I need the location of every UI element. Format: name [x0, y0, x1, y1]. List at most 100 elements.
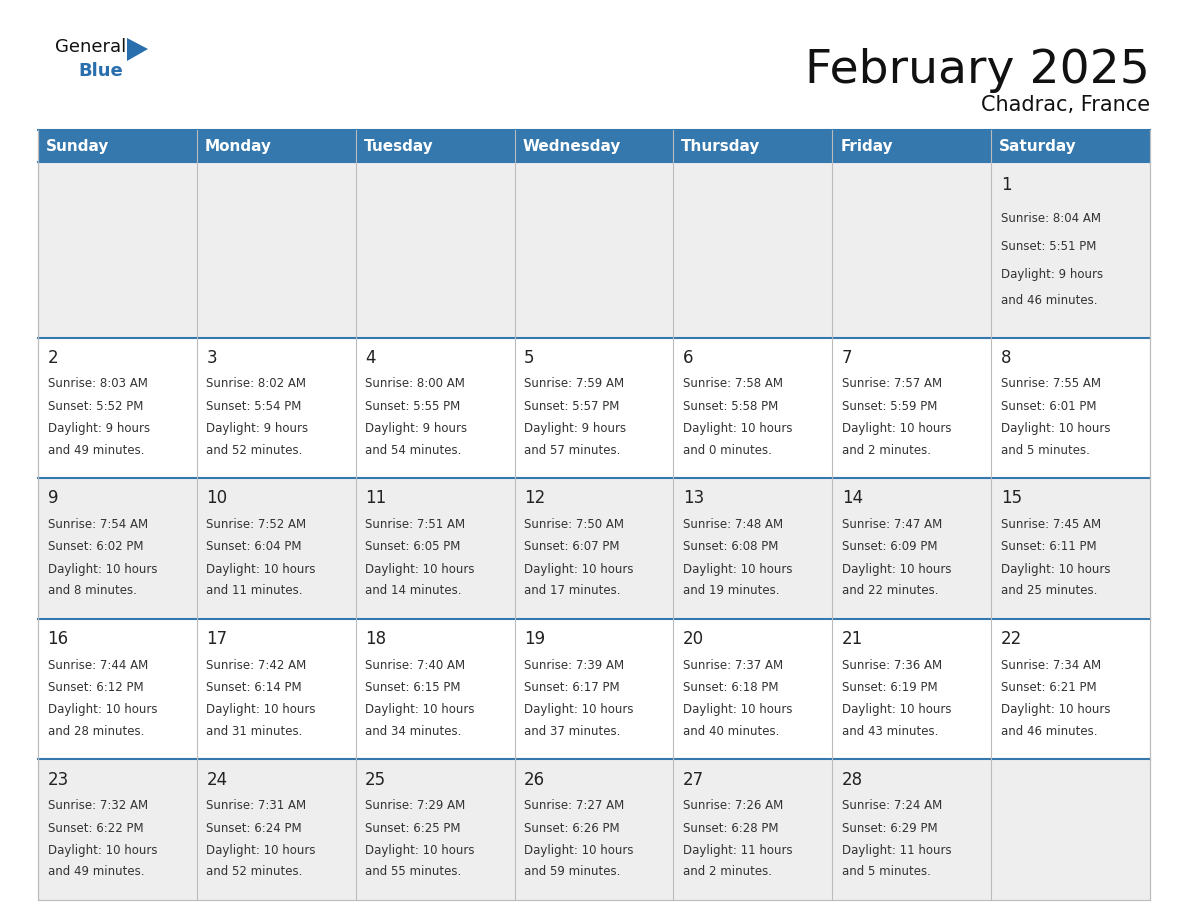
Text: Sunrise: 7:37 AM: Sunrise: 7:37 AM [683, 658, 783, 672]
Bar [674, 478, 833, 619]
Bar [197, 338, 355, 478]
Text: Sunset: 6:29 PM: Sunset: 6:29 PM [842, 822, 937, 834]
Bar [514, 619, 674, 759]
Bar [355, 478, 514, 619]
Text: 3: 3 [207, 349, 217, 367]
Text: Daylight: 10 hours: Daylight: 10 hours [207, 703, 316, 716]
Text: Sunrise: 7:48 AM: Sunrise: 7:48 AM [683, 518, 783, 531]
Bar [674, 338, 833, 478]
Text: 18: 18 [365, 630, 386, 648]
Text: and 28 minutes.: and 28 minutes. [48, 725, 144, 738]
Text: Daylight: 10 hours: Daylight: 10 hours [524, 703, 633, 716]
Text: Sunrise: 7:51 AM: Sunrise: 7:51 AM [365, 518, 466, 531]
Bar [197, 130, 355, 162]
Text: Sunset: 6:21 PM: Sunset: 6:21 PM [1000, 681, 1097, 694]
Text: 6: 6 [683, 349, 694, 367]
Text: and 43 minutes.: and 43 minutes. [842, 725, 939, 738]
Text: Sunrise: 7:54 AM: Sunrise: 7:54 AM [48, 518, 147, 531]
Text: Sunrise: 7:36 AM: Sunrise: 7:36 AM [842, 658, 942, 672]
Text: and 14 minutes.: and 14 minutes. [365, 584, 462, 598]
Text: Sunset: 6:24 PM: Sunset: 6:24 PM [207, 822, 302, 834]
Text: Wednesday: Wednesday [523, 139, 621, 153]
Text: 8: 8 [1000, 349, 1011, 367]
Text: Sunset: 5:59 PM: Sunset: 5:59 PM [842, 400, 937, 413]
Bar [833, 759, 991, 900]
Text: Sunset: 5:57 PM: Sunset: 5:57 PM [524, 400, 619, 413]
Text: and 49 minutes.: and 49 minutes. [48, 443, 144, 456]
Bar [991, 759, 1150, 900]
Bar [833, 338, 991, 478]
Text: Sunset: 5:51 PM: Sunset: 5:51 PM [1000, 240, 1097, 252]
Text: and 46 minutes.: and 46 minutes. [1000, 295, 1098, 308]
Text: and 0 minutes.: and 0 minutes. [683, 443, 772, 456]
Text: Sunrise: 7:55 AM: Sunrise: 7:55 AM [1000, 377, 1100, 390]
Text: Sunrise: 7:58 AM: Sunrise: 7:58 AM [683, 377, 783, 390]
Text: and 5 minutes.: and 5 minutes. [842, 866, 930, 879]
Text: 21: 21 [842, 630, 862, 648]
Text: Sunrise: 7:50 AM: Sunrise: 7:50 AM [524, 518, 624, 531]
Text: Daylight: 10 hours: Daylight: 10 hours [524, 563, 633, 576]
Bar [514, 338, 674, 478]
Bar [674, 162, 833, 338]
Text: and 52 minutes.: and 52 minutes. [207, 443, 303, 456]
Bar [833, 619, 991, 759]
Text: 17: 17 [207, 630, 228, 648]
Text: Sunset: 6:25 PM: Sunset: 6:25 PM [365, 822, 461, 834]
Text: 23: 23 [48, 770, 69, 789]
Text: Saturday: Saturday [999, 139, 1076, 153]
Text: 9: 9 [48, 489, 58, 508]
Text: Monday: Monday [204, 139, 272, 153]
Text: Sunrise: 8:04 AM: Sunrise: 8:04 AM [1000, 212, 1100, 225]
Text: 20: 20 [683, 630, 704, 648]
Text: 1: 1 [1000, 176, 1011, 194]
Text: and 46 minutes.: and 46 minutes. [1000, 725, 1098, 738]
Text: Daylight: 10 hours: Daylight: 10 hours [683, 422, 792, 435]
Text: Daylight: 10 hours: Daylight: 10 hours [365, 563, 475, 576]
Text: Sunrise: 8:03 AM: Sunrise: 8:03 AM [48, 377, 147, 390]
Text: Daylight: 10 hours: Daylight: 10 hours [683, 563, 792, 576]
Text: 4: 4 [365, 349, 375, 367]
Bar [197, 478, 355, 619]
Text: Sunset: 6:07 PM: Sunset: 6:07 PM [524, 541, 620, 554]
Bar [38, 759, 197, 900]
Text: Tuesday: Tuesday [364, 139, 434, 153]
Text: February 2025: February 2025 [805, 48, 1150, 93]
Text: Sunrise: 7:52 AM: Sunrise: 7:52 AM [207, 518, 307, 531]
Text: Sunrise: 7:34 AM: Sunrise: 7:34 AM [1000, 658, 1101, 672]
Text: and 25 minutes.: and 25 minutes. [1000, 584, 1097, 598]
Text: Sunset: 6:26 PM: Sunset: 6:26 PM [524, 822, 620, 834]
Text: Sunset: 6:15 PM: Sunset: 6:15 PM [365, 681, 461, 694]
Text: Daylight: 10 hours: Daylight: 10 hours [842, 563, 952, 576]
Text: Sunset: 6:09 PM: Sunset: 6:09 PM [842, 541, 937, 554]
Text: Daylight: 10 hours: Daylight: 10 hours [48, 703, 157, 716]
Text: 26: 26 [524, 770, 545, 789]
Text: Sunrise: 8:00 AM: Sunrise: 8:00 AM [365, 377, 466, 390]
Text: Blue: Blue [78, 62, 122, 80]
Bar [833, 130, 991, 162]
Text: Daylight: 10 hours: Daylight: 10 hours [524, 844, 633, 857]
Text: 12: 12 [524, 489, 545, 508]
Bar [991, 338, 1150, 478]
Text: Daylight: 10 hours: Daylight: 10 hours [1000, 422, 1110, 435]
Text: Sunrise: 7:44 AM: Sunrise: 7:44 AM [48, 658, 147, 672]
Bar [991, 162, 1150, 338]
Text: 19: 19 [524, 630, 545, 648]
Text: Sunset: 6:01 PM: Sunset: 6:01 PM [1000, 400, 1097, 413]
Text: 22: 22 [1000, 630, 1022, 648]
Text: Sunset: 6:12 PM: Sunset: 6:12 PM [48, 681, 144, 694]
Bar [197, 759, 355, 900]
Text: 25: 25 [365, 770, 386, 789]
Text: and 19 minutes.: and 19 minutes. [683, 584, 779, 598]
Text: Daylight: 10 hours: Daylight: 10 hours [365, 703, 475, 716]
Bar [197, 162, 355, 338]
Text: and 49 minutes.: and 49 minutes. [48, 866, 144, 879]
Text: and 52 minutes.: and 52 minutes. [207, 866, 303, 879]
Text: and 17 minutes.: and 17 minutes. [524, 584, 620, 598]
Text: Daylight: 9 hours: Daylight: 9 hours [365, 422, 467, 435]
Bar [355, 759, 514, 900]
Bar [197, 619, 355, 759]
Bar [38, 478, 197, 619]
Bar [514, 478, 674, 619]
Text: 16: 16 [48, 630, 69, 648]
Text: Sunset: 6:02 PM: Sunset: 6:02 PM [48, 541, 143, 554]
